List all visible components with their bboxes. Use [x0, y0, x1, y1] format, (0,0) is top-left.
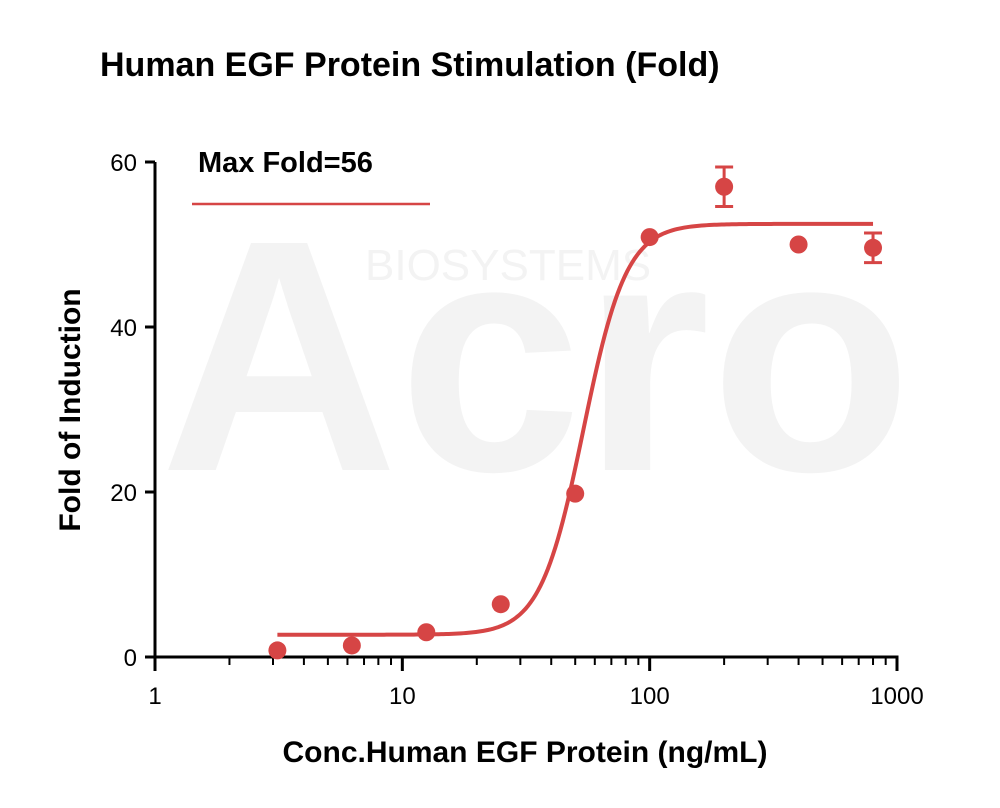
data-point	[640, 228, 659, 247]
x-axis-label: Conc.Human EGF Protein (ng/mL)	[283, 736, 768, 769]
data-point	[715, 177, 734, 196]
data-point-group	[342, 636, 361, 655]
data-point	[491, 595, 510, 614]
legend: Max Fold=56	[192, 147, 430, 206]
watermark: Acro BIOSYSTEMS	[160, 171, 912, 540]
data-point	[417, 623, 436, 642]
data-point-group	[417, 623, 436, 642]
chart-title: Human EGF Protein Stimulation (Fold)	[100, 46, 720, 84]
data-point	[789, 235, 808, 254]
data-point-group	[268, 641, 287, 660]
data-point	[268, 641, 287, 660]
y-axis-label: Fold of Induction	[54, 288, 87, 531]
watermark-logo: Acro	[160, 171, 912, 540]
data-point-group	[566, 484, 585, 503]
x-tick-label: 1	[148, 683, 161, 710]
data-point-group	[789, 235, 808, 254]
x-tick-label: 100	[630, 683, 670, 710]
legend-label: Max Fold=56	[198, 147, 373, 179]
y-tick-label: 60	[110, 150, 137, 177]
fit-curve	[277, 221, 874, 637]
data-point	[342, 636, 361, 655]
data-point	[566, 484, 585, 503]
data-point	[864, 238, 883, 257]
data-point-group	[640, 228, 659, 247]
data-point-group	[491, 595, 510, 614]
x-tick-label: 10	[389, 683, 416, 710]
data-point-group	[715, 165, 734, 209]
fit-curve-layer	[277, 221, 874, 637]
x-tick-label: 1000	[870, 683, 923, 710]
watermark-subtext: BIOSYSTEMS	[365, 241, 651, 290]
y-tick-label: 0	[124, 645, 137, 672]
y-tick-label: 20	[110, 480, 137, 507]
y-tick-label: 40	[110, 315, 137, 342]
data-point-group	[864, 231, 883, 265]
data-points-layer	[268, 165, 883, 660]
